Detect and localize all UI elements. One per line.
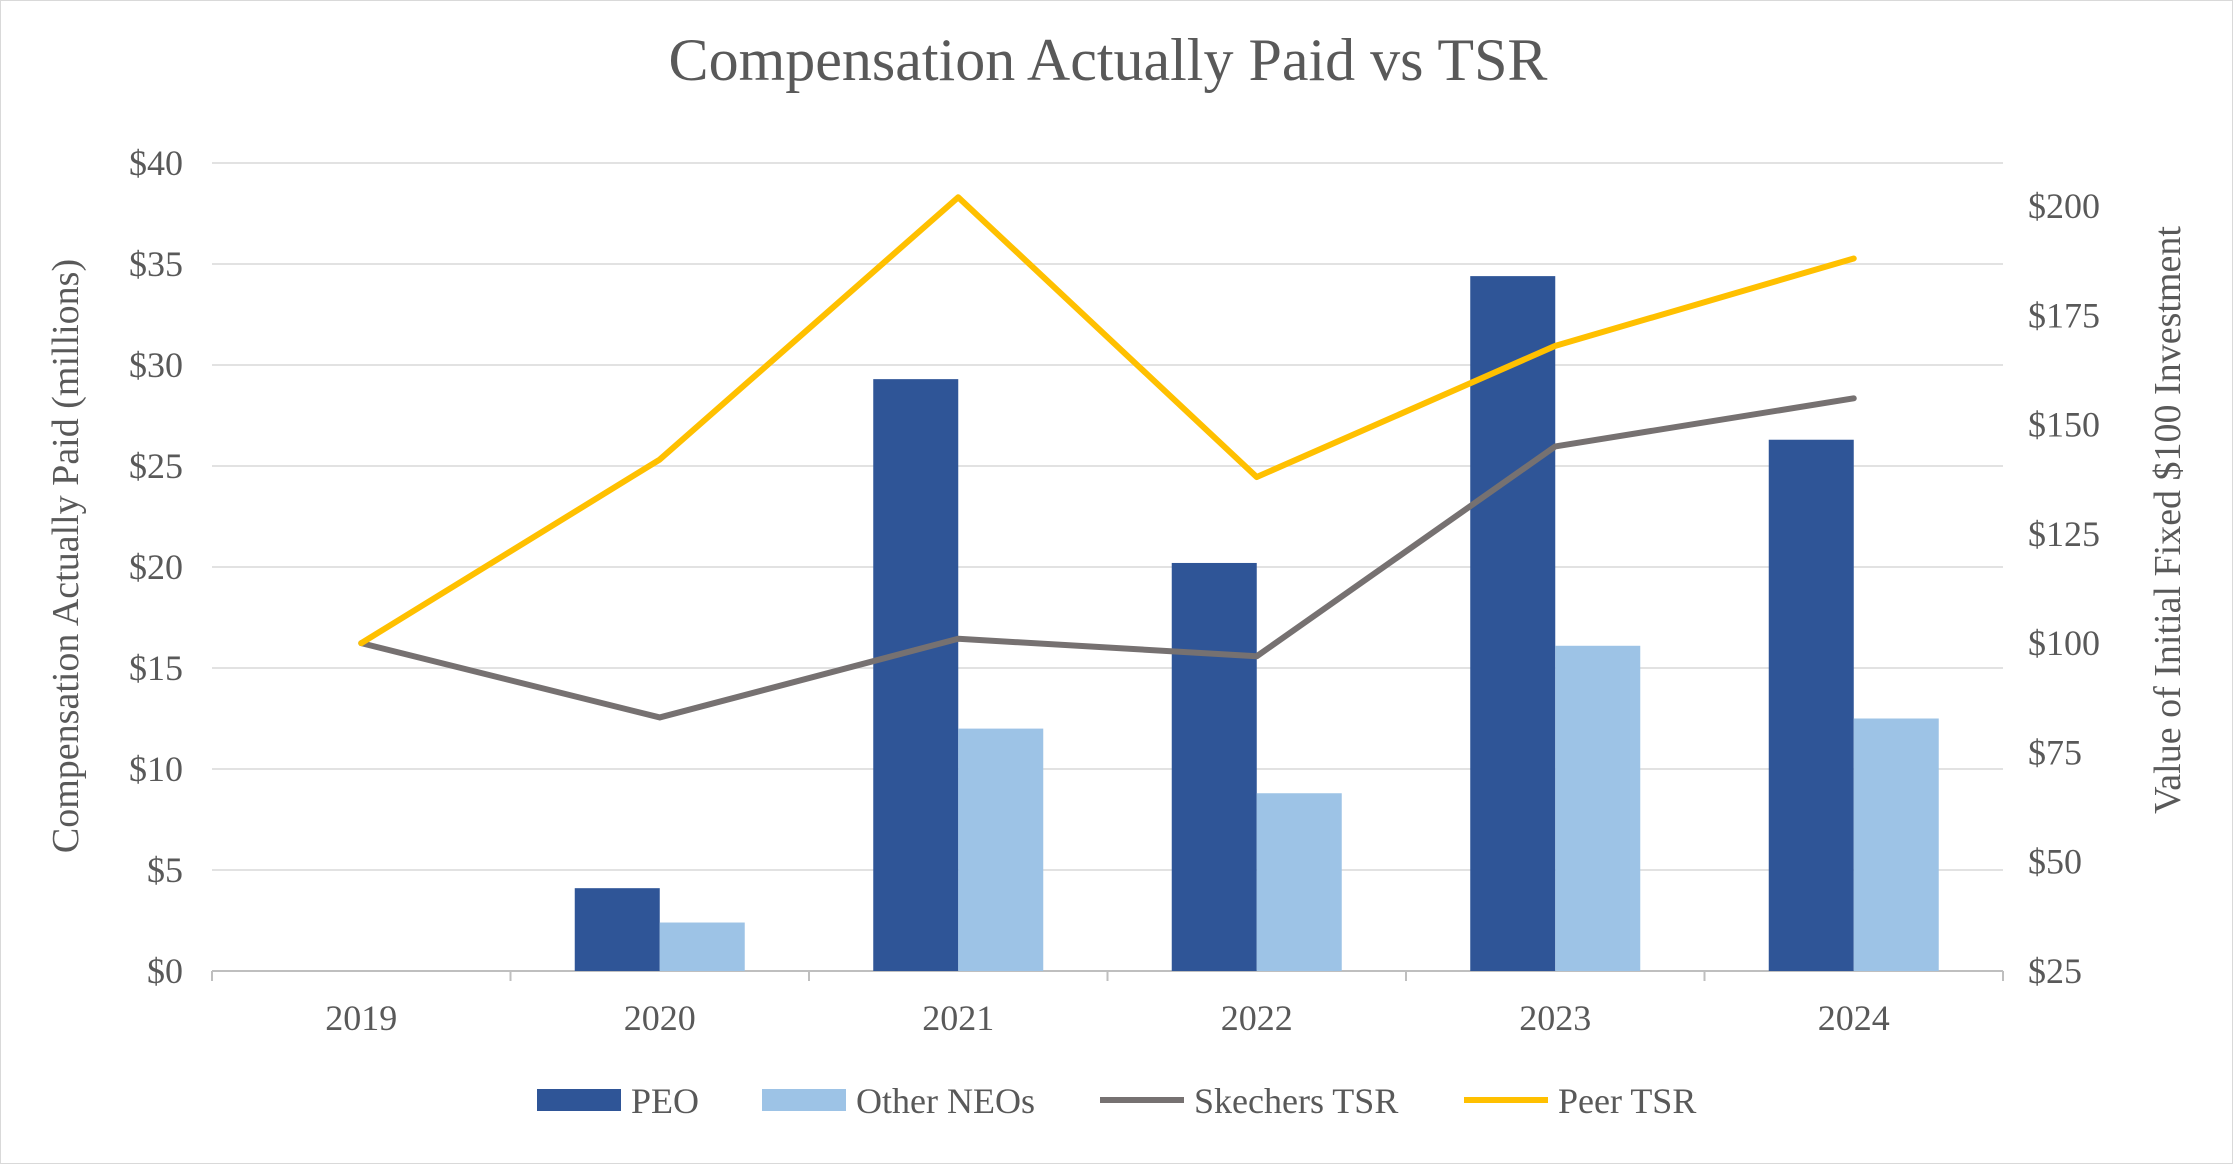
right-tick-label: $175 (2028, 295, 2100, 335)
left-tick-label: $20 (129, 547, 183, 587)
legend-swatch (537, 1089, 621, 1111)
peo-bar (1768, 439, 1854, 971)
right-axis-ticks: $25 $50 $75 $100 $125 $150 $175 $200 (2028, 186, 2100, 991)
left-tick-label: $30 (129, 345, 183, 385)
left-tick-label: $35 (129, 244, 183, 284)
peo-bar (1470, 276, 1556, 971)
right-tick-label: $25 (2028, 951, 2082, 991)
right-tick-label: $75 (2028, 732, 2082, 772)
legend-label: Skechers TSR (1194, 1081, 1398, 1121)
right-tick-label: $125 (2028, 514, 2100, 554)
left-tick-label: $25 (129, 446, 183, 486)
x-tick-label: 2021 (922, 998, 994, 1038)
legend-label: Other NEOs (856, 1081, 1035, 1121)
right-tick-label: $150 (2028, 405, 2100, 445)
x-tick-label: 2019 (325, 998, 397, 1038)
other-neos-bar (958, 728, 1044, 971)
skechers-tsr-line (358, 395, 1857, 721)
left-tick-label: $0 (147, 951, 183, 991)
x-axis-ticks: 2019 2020 2021 2022 2023 2024 (325, 998, 1890, 1038)
other-neos-bar (1256, 793, 1342, 971)
other-neos-bar (1853, 718, 1939, 971)
left-axis-title: Compensation Actually Paid (millions) (45, 259, 87, 853)
right-tick-label: $100 (2028, 623, 2100, 663)
left-tick-label: $40 (129, 143, 183, 183)
peo-bar (873, 379, 959, 971)
peo-bar (1171, 562, 1257, 971)
lines (358, 194, 1857, 721)
right-axis-title: Value of Initial Fixed $100 Investment (2147, 226, 2189, 814)
x-tick-label: 2024 (1818, 998, 1890, 1038)
left-tick-label: $5 (147, 850, 183, 890)
other-neos-bar (659, 922, 745, 971)
x-tick-label: 2023 (1519, 998, 1591, 1038)
x-tick-label: 2022 (1221, 998, 1293, 1038)
left-axis-ticks: $0 $5 $10 $15 $20 $25 $30 $35 $40 (129, 143, 183, 991)
legend: PEO Other NEOs Skechers TSR Peer TSR (537, 1081, 1696, 1121)
bars (574, 276, 1939, 971)
peer-tsr-line (358, 194, 1857, 647)
left-tick-label: $15 (129, 648, 183, 688)
right-tick-label: $50 (2028, 842, 2082, 882)
right-tick-label: $200 (2028, 186, 2100, 226)
peo-bar (574, 888, 660, 971)
left-tick-label: $10 (129, 749, 183, 789)
chart-title: Compensation Actually Paid vs TSR (669, 27, 1548, 93)
legend-label: PEO (631, 1081, 699, 1121)
other-neos-bar (1555, 645, 1641, 971)
legend-swatch (762, 1089, 846, 1111)
gridlines (211, 162, 2004, 981)
legend-label: Peer TSR (1558, 1081, 1696, 1121)
x-tick-label: 2020 (624, 998, 696, 1038)
